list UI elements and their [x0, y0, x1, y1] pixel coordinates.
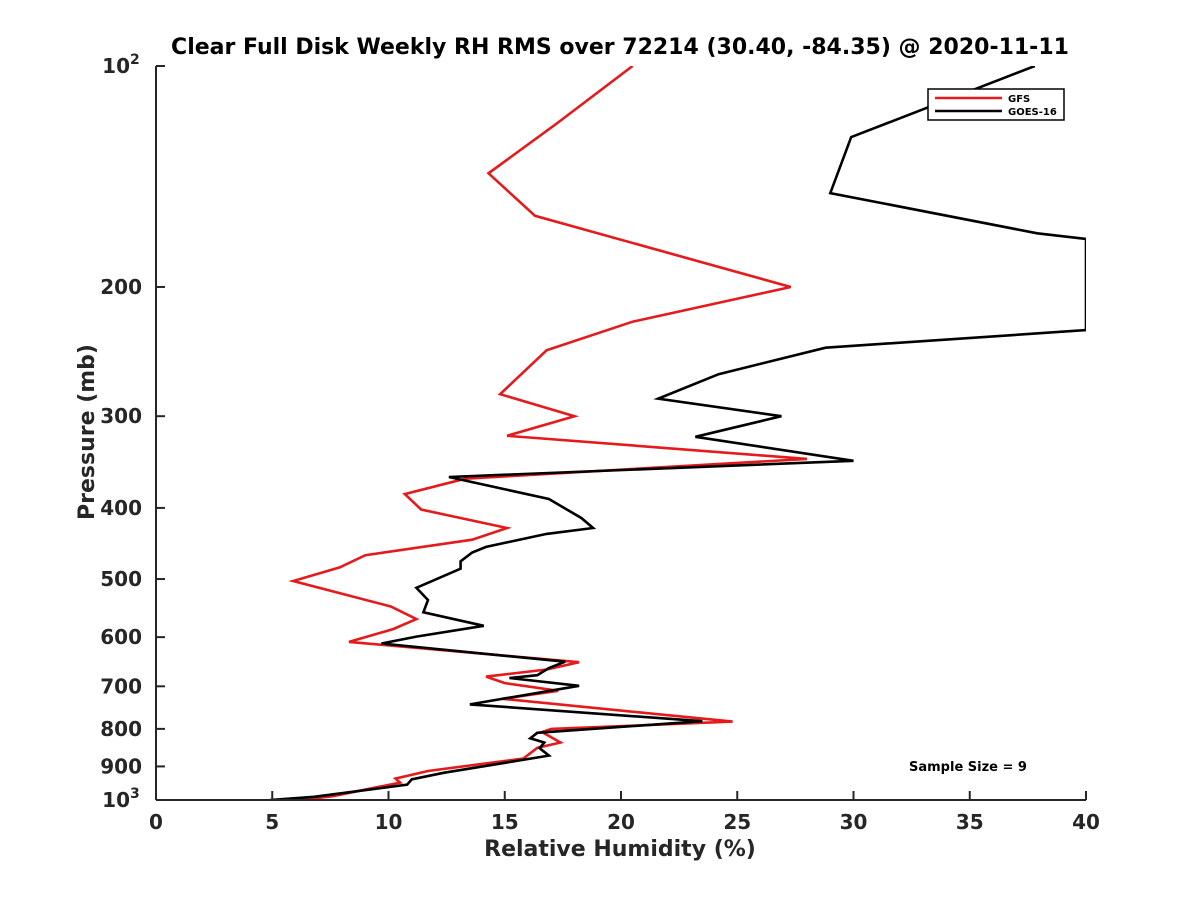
y-axis-label: Pressure (mb) — [75, 344, 100, 520]
y-tick-exponent: 2 — [130, 52, 140, 68]
legend-label: GOES-16 — [1008, 107, 1057, 118]
x-tick-label: 10 — [375, 810, 403, 834]
series-line-gfs — [288, 66, 808, 800]
x-axis-label: Relative Humidity (%) — [484, 837, 756, 862]
y-tick-label: 400 — [100, 496, 142, 520]
x-tick-label: 5 — [265, 810, 279, 834]
x-tick-label: 25 — [723, 810, 751, 834]
legend: GFS GOES-16 — [927, 88, 1065, 121]
x-tick-label: 35 — [956, 810, 984, 834]
legend-box — [927, 88, 1065, 121]
y-tick-label: 200 — [100, 275, 142, 299]
y-tick-exponent: 3 — [130, 786, 140, 802]
y-tick-label: 300 — [100, 404, 142, 428]
x-tick-label: 40 — [1072, 810, 1100, 834]
sample-size-annotation: Sample Size = 9 — [909, 760, 1027, 775]
legend-label: GFS — [1008, 94, 1030, 105]
y-tick-label: 10 — [102, 54, 130, 78]
y-tick-label: 700 — [100, 674, 142, 698]
x-tick-label: 15 — [491, 810, 519, 834]
series-line-goes-16 — [269, 66, 1086, 800]
chart-title: Clear Full Disk Weekly RH RMS over 72214… — [171, 35, 1069, 60]
x-tick-label: 20 — [607, 810, 635, 834]
y-tick-label: 800 — [100, 717, 142, 741]
series-group — [269, 66, 1086, 800]
y-tick-label: 500 — [100, 567, 142, 591]
y-tick-label: 600 — [100, 625, 142, 649]
y-tick-label: 900 — [100, 754, 142, 778]
x-tick-label: 30 — [840, 810, 868, 834]
x-tick-label: 0 — [149, 810, 163, 834]
y-tick-label: 10 — [102, 788, 130, 812]
